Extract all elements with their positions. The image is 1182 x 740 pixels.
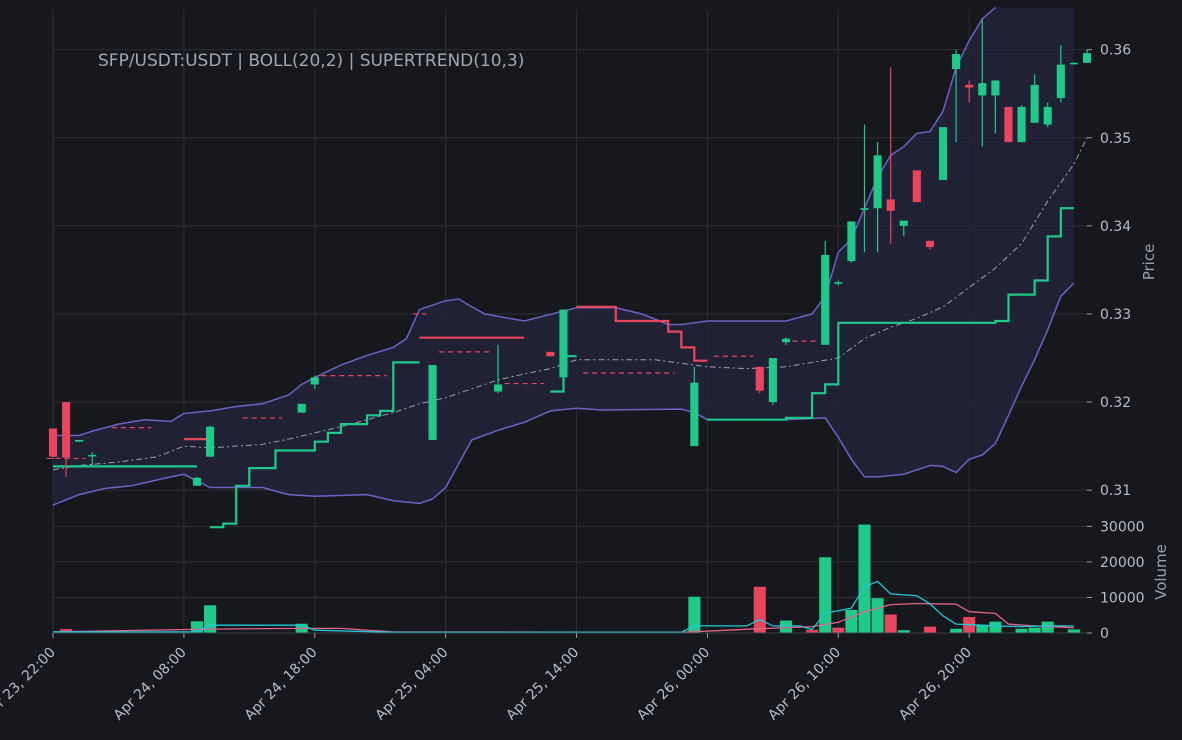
candle-body	[978, 83, 987, 96]
volume-bar	[871, 598, 884, 633]
candle-body	[847, 221, 856, 262]
volume-bar	[1015, 628, 1028, 633]
volume-bar	[1028, 627, 1041, 633]
volume-bar	[779, 620, 792, 633]
bollinger-band-fill	[53, 7, 1074, 506]
volume-tick-label: 20000	[1100, 555, 1145, 571]
price-axis-label: Price	[1140, 244, 1158, 281]
candle-body	[860, 208, 869, 210]
volume-ma-cyan-line	[53, 580, 1074, 633]
candle-body	[925, 240, 934, 247]
volume-bar	[832, 627, 845, 633]
candle-body	[428, 365, 437, 440]
volume-bar	[688, 596, 701, 633]
price-tick-label: 0.32	[1100, 395, 1131, 411]
price-tick-label: 0.31	[1100, 483, 1131, 499]
supertrend-up-line	[53, 207, 1074, 529]
candle-body	[873, 155, 882, 209]
candle-body	[1030, 84, 1039, 123]
candle-body	[768, 358, 777, 403]
candle-body	[899, 220, 908, 226]
candle-body	[781, 338, 791, 343]
candle-body	[965, 84, 974, 88]
volume-bar	[190, 621, 203, 633]
candle-body	[310, 377, 319, 385]
candle-body	[546, 351, 555, 357]
volume-bar	[884, 614, 897, 633]
volume-axis-label: Volume	[1152, 544, 1170, 600]
candle-body	[755, 366, 764, 391]
volume-bar	[923, 626, 936, 633]
candle-body	[952, 54, 961, 70]
price-tick-label: 0.36	[1100, 43, 1131, 59]
candle-body	[192, 477, 202, 486]
candle-body	[938, 127, 948, 181]
bollinger-lower-line	[52, 282, 1075, 506]
candle-body	[991, 80, 1000, 96]
candle-body	[1056, 64, 1065, 99]
candle-body	[493, 384, 503, 392]
candle-body	[62, 402, 71, 458]
volume-bar	[806, 629, 819, 633]
candle-body	[1004, 106, 1013, 143]
volume-bar	[819, 557, 832, 633]
candle-body	[690, 382, 699, 447]
volume-bar	[1041, 621, 1054, 633]
bollinger-upper-line	[53, 6, 996, 437]
bollinger-middle-line	[52, 137, 1088, 471]
price-tick-label: 0.34	[1100, 219, 1131, 235]
volume-tick-labels: 0 10000 20000 30000	[1087, 519, 1145, 642]
volume-bar	[1067, 629, 1080, 633]
volume-bar	[989, 621, 1002, 633]
candle-body	[912, 170, 921, 203]
candle-body	[88, 454, 97, 457]
volume-bar	[897, 630, 910, 633]
volume-bar	[950, 628, 963, 633]
price-tick-label: 0.33	[1100, 307, 1131, 323]
candle-body	[559, 309, 568, 378]
candle-body	[1069, 62, 1078, 65]
candle-body	[1043, 106, 1052, 125]
candle-body	[1082, 53, 1092, 63]
candle-body	[75, 439, 84, 442]
volume-tick-label: 10000	[1100, 590, 1145, 606]
candle-body	[48, 428, 58, 457]
volume-bar	[845, 609, 858, 633]
volume-bar	[976, 625, 989, 633]
volume-bar	[858, 524, 871, 633]
supertrend-down-line	[183, 305, 708, 441]
candle-body	[206, 426, 215, 457]
price-tick-labels: 0.31 0.32 0.33 0.34 0.35 0.36	[1087, 43, 1131, 499]
candles-layer	[48, 18, 1092, 486]
price-tick-label: 0.35	[1100, 131, 1131, 147]
candle-body	[297, 403, 306, 413]
volume-tick-label: 30000	[1100, 519, 1145, 535]
volume-ma-pink-line	[52, 602, 1074, 633]
candle-body	[1017, 106, 1026, 143]
candle-body	[834, 282, 843, 284]
volume-tick-label: 0	[1100, 626, 1109, 642]
chart-title: SFP/USDT:USDT | BOLL(20,2) | SUPERTREND(…	[98, 51, 524, 71]
candle-body	[821, 254, 830, 345]
volume-bar	[753, 586, 766, 633]
candle-body	[886, 199, 895, 211]
